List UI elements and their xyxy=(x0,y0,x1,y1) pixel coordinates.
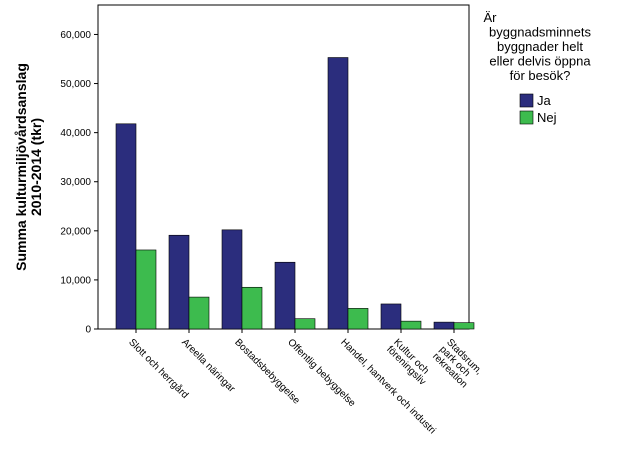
bar-ja-2 xyxy=(168,234,190,330)
bar-ja-3 xyxy=(221,229,243,330)
legend-label-nej: Nej xyxy=(537,110,557,125)
bar-ja-7 xyxy=(433,321,455,330)
y-tick-label: 60,000 xyxy=(60,30,91,41)
legend-title-line: eller delvis öppna xyxy=(489,54,591,69)
y-axis: 0 10,000 20,000 30,000 40,000 50,000 60,000 xyxy=(60,30,98,336)
bar-ja-6 xyxy=(380,303,402,330)
bar-nej-6 xyxy=(400,320,422,330)
y-tick-label: 30,000 xyxy=(60,177,91,188)
bar-nej-2 xyxy=(188,296,210,330)
x-category-label: Stadsrum,park ochrekreation xyxy=(430,337,484,391)
bar-nej-1 xyxy=(135,249,157,330)
legend-swatch-nej xyxy=(519,110,534,125)
bar-nej-4 xyxy=(294,318,316,330)
x-category-label: Areella näringar xyxy=(179,337,237,395)
y-tick-label: 50,000 xyxy=(60,79,91,90)
legend-title-line: för besök? xyxy=(510,68,571,83)
bar-nej-7 xyxy=(453,322,475,330)
plot-area xyxy=(97,4,475,330)
y-tick-label: 0 xyxy=(85,325,91,336)
bar-ja-5 xyxy=(327,57,349,330)
bar-nej-3 xyxy=(241,286,263,330)
y-tick-label: 40,000 xyxy=(60,128,91,139)
bar-ja-1 xyxy=(115,123,137,330)
x-category-label: Kultur ochföreningsliv xyxy=(384,337,435,388)
legend-swatch-ja xyxy=(519,93,534,108)
y-tick-label: 20,000 xyxy=(60,226,91,237)
y-tick-label: 10,000 xyxy=(60,275,91,286)
legend-title: Är byggnadsminnets byggnader helt eller del… xyxy=(484,10,592,83)
bar-nej-5 xyxy=(347,308,369,330)
legend-title-line: byggnadsminnets xyxy=(489,25,591,40)
legend-title-line: Är xyxy=(484,10,498,25)
y-axis-title: Summa kulturmiljövårdsanslag2010-2014 (t… xyxy=(13,63,44,271)
legend: Är byggnadsminnets byggnader helt eller del… xyxy=(484,10,592,125)
y-axis-title-line: Summa kulturmiljövårdsanslag xyxy=(13,63,29,271)
x-category-label-line: Areella näringar xyxy=(179,337,237,395)
legend-title-line: byggnader helt xyxy=(497,39,583,54)
legend-label-ja: Ja xyxy=(537,93,552,108)
bar-ja-4 xyxy=(274,261,296,330)
y-axis-title-line: 2010-2014 (tkr) xyxy=(28,118,44,216)
y-axis-title-text: Summa kulturmiljövårdsanslag2010-2014 (t… xyxy=(13,63,44,271)
